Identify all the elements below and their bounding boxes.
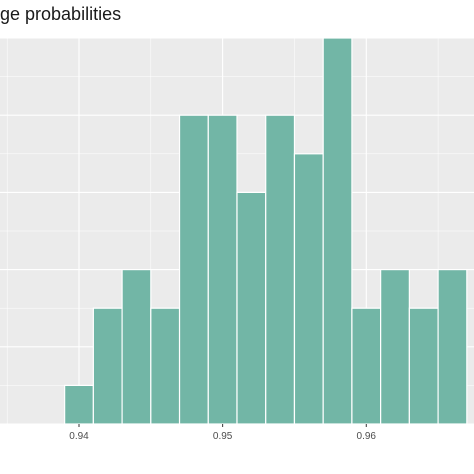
histogram-bar bbox=[265, 114, 296, 425]
histogram-bar bbox=[121, 269, 152, 425]
histogram-bar bbox=[178, 114, 209, 425]
chart-title: ge probabilities bbox=[0, 4, 122, 24]
histogram-bar bbox=[293, 153, 324, 425]
histogram-bar bbox=[322, 37, 353, 425]
x-axis-ticks: 0.94 0.95 0.96 bbox=[69, 424, 376, 442]
histogram-bar bbox=[92, 307, 123, 425]
x-tick-label: 0.94 bbox=[69, 431, 89, 442]
histogram-bar bbox=[351, 307, 382, 425]
histogram-bar bbox=[380, 269, 410, 425]
histogram-bar bbox=[236, 191, 267, 425]
histogram-bar bbox=[408, 307, 439, 425]
histogram-bar bbox=[64, 384, 94, 425]
histogram-bar bbox=[207, 114, 238, 425]
x-tick-label: 0.96 bbox=[357, 431, 377, 442]
histogram-bars bbox=[64, 37, 468, 425]
histogram-bar bbox=[437, 269, 468, 425]
histogram-bar bbox=[150, 307, 181, 425]
x-tick-label: 0.95 bbox=[213, 431, 233, 442]
